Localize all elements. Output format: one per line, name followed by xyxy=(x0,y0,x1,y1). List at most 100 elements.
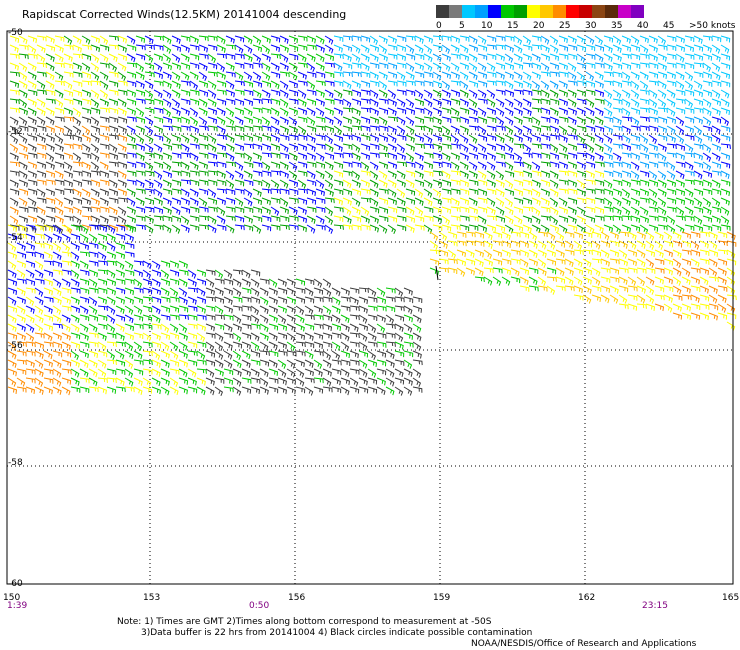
wind-barb xyxy=(234,170,244,180)
wind-barb xyxy=(447,231,458,239)
wind-barb xyxy=(171,89,181,99)
wind-barb xyxy=(7,314,17,324)
wind-barb xyxy=(549,35,559,45)
wind-barb xyxy=(36,206,46,216)
wind-barb xyxy=(16,287,26,296)
wind-barb xyxy=(117,125,127,134)
wind-barb xyxy=(459,188,470,196)
wind-barb xyxy=(573,267,584,275)
wind-barb xyxy=(27,44,37,54)
wind-barb xyxy=(405,161,416,168)
wind-barb xyxy=(450,53,461,60)
wind-barb xyxy=(477,215,487,225)
wind-barb xyxy=(468,215,479,222)
wind-barb xyxy=(106,314,116,324)
wind-barb xyxy=(133,359,144,366)
wind-barb xyxy=(108,206,118,215)
wind-barb xyxy=(699,303,710,310)
wind-barb xyxy=(117,134,128,142)
wind-barb xyxy=(549,98,560,106)
wind-barb xyxy=(88,332,99,339)
wind-barb xyxy=(349,332,360,339)
wind-barb xyxy=(324,197,335,204)
wind-barb xyxy=(108,170,119,178)
wind-barb xyxy=(522,125,532,134)
wind-barb xyxy=(720,80,731,88)
wind-barb xyxy=(666,197,677,205)
wind-barb xyxy=(306,107,316,117)
wind-barb xyxy=(70,314,80,324)
wind-barb xyxy=(340,296,351,303)
wind-barb xyxy=(45,71,55,81)
wind-barb xyxy=(279,206,289,215)
wind-barb xyxy=(585,143,595,153)
wind-barb xyxy=(609,285,619,294)
wind-barb xyxy=(639,71,649,81)
wind-barb xyxy=(351,224,362,231)
wind-barb xyxy=(567,188,578,195)
wind-barb xyxy=(349,314,360,321)
wind-barb xyxy=(142,260,152,270)
wind-barb xyxy=(252,35,262,45)
wind-barb xyxy=(675,206,685,216)
wind-barb xyxy=(567,206,577,215)
wind-barb xyxy=(621,53,632,60)
wind-barb xyxy=(594,44,605,52)
wind-barb xyxy=(151,359,161,368)
wind-barb xyxy=(16,386,27,393)
wind-barb xyxy=(79,323,89,333)
wind-barb xyxy=(474,276,485,283)
wind-barb xyxy=(61,359,72,367)
wind-barb xyxy=(243,62,254,69)
wind-barb xyxy=(207,170,218,176)
legend-label: 0 xyxy=(436,21,442,31)
wind-barb xyxy=(351,116,361,125)
wind-barb xyxy=(63,197,73,206)
wind-barb xyxy=(576,98,587,105)
wind-barb xyxy=(414,71,425,79)
wind-barb xyxy=(288,71,298,81)
wind-barb xyxy=(405,53,416,61)
wind-barb xyxy=(27,62,37,72)
wind-barb xyxy=(70,368,80,378)
lat-label: -60 xyxy=(8,579,23,589)
wind-barb xyxy=(340,287,350,296)
wind-barb xyxy=(187,305,198,312)
lon-label: 150 xyxy=(3,593,21,603)
wind-barb xyxy=(378,125,389,132)
wind-barb xyxy=(225,206,236,213)
wind-barb xyxy=(45,215,56,223)
wind-barb xyxy=(9,215,19,225)
wind-barb xyxy=(630,197,640,206)
wind-barb xyxy=(558,107,568,116)
wind-barb xyxy=(423,179,433,189)
wind-barb xyxy=(531,197,541,206)
wind-barb xyxy=(198,116,208,126)
legend-swatch xyxy=(514,5,527,18)
wind-barb xyxy=(144,107,155,114)
wind-barb xyxy=(79,341,90,349)
wind-barb xyxy=(261,125,272,132)
wind-barb xyxy=(306,197,317,205)
wind-barb xyxy=(61,251,72,258)
wind-barb xyxy=(477,98,488,105)
wind-barb xyxy=(594,152,604,161)
wind-barb xyxy=(376,386,386,396)
wind-barb xyxy=(594,35,604,46)
wind-barb xyxy=(7,305,18,313)
wind-barb xyxy=(645,285,655,295)
wind-barb xyxy=(124,314,134,324)
wind-barb xyxy=(340,359,351,367)
wind-barb xyxy=(279,35,289,44)
wind-barb xyxy=(43,296,54,303)
wind-barb xyxy=(189,89,200,96)
wind-barb xyxy=(501,258,512,266)
wind-barb xyxy=(612,116,622,125)
wind-barb xyxy=(25,242,35,251)
wind-barb xyxy=(333,107,343,116)
wind-barb xyxy=(16,377,26,387)
wind-barb xyxy=(657,125,667,134)
wind-barb xyxy=(232,332,242,342)
wind-barb xyxy=(63,215,74,222)
wind-barb xyxy=(180,206,191,214)
